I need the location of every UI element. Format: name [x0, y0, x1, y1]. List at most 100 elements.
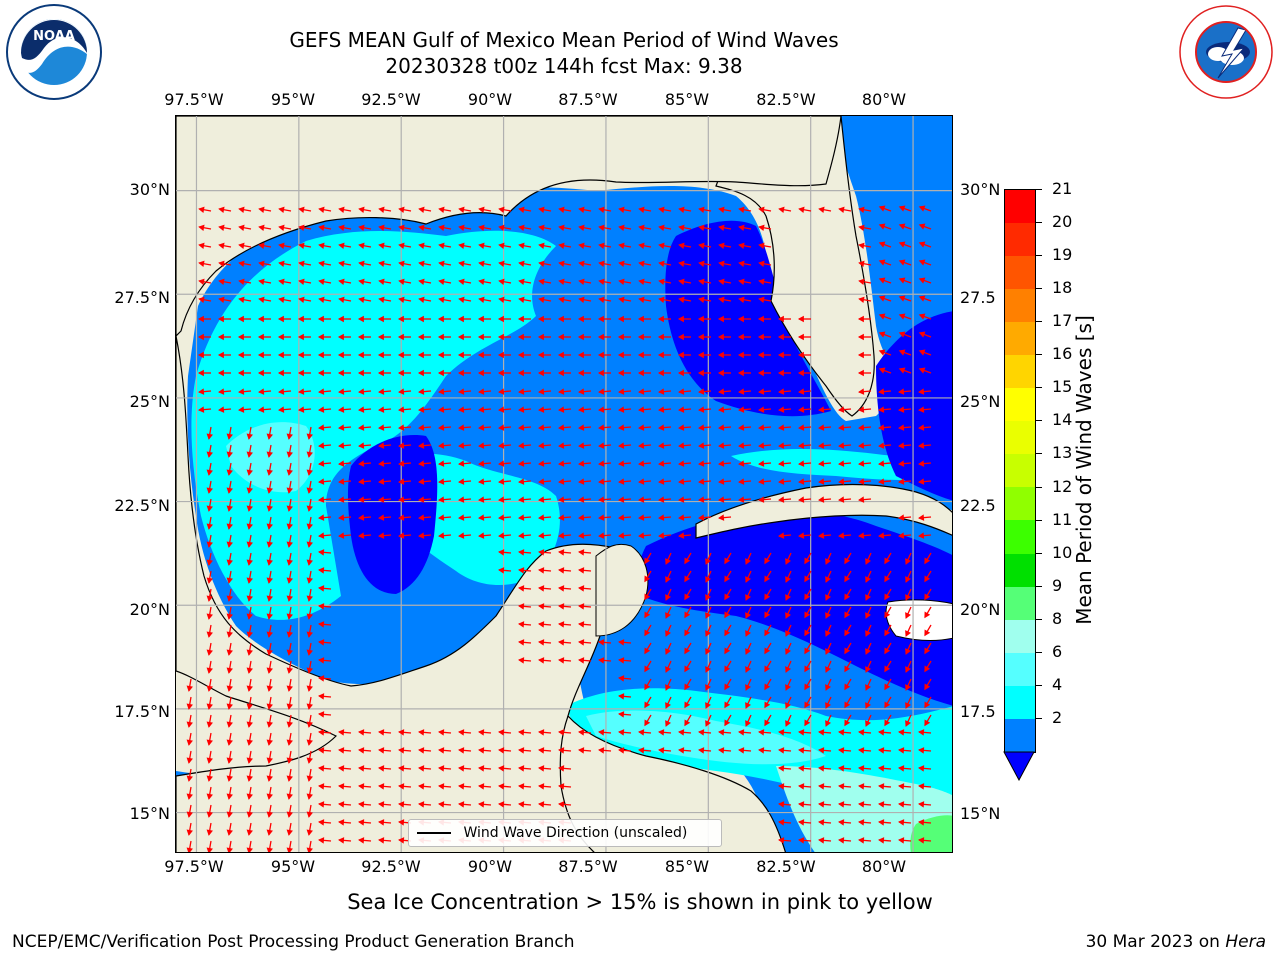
wind-arrow-head [838, 729, 845, 736]
wind-arrow-head [226, 577, 233, 584]
wind-arrow-head [358, 532, 365, 539]
wind-arrow-head [306, 847, 313, 852]
wind-arrow-head [238, 406, 245, 413]
wind-arrow-head [186, 847, 193, 852]
wind-arrow-head [378, 747, 385, 754]
wind-arrow-head [306, 595, 313, 602]
wind-arrow-head [718, 747, 725, 754]
wind-arrow-head [658, 424, 665, 431]
wind-arrow-head [678, 260, 685, 267]
light-cyan-zone [226, 422, 315, 493]
noaa-logo: NOAA [6, 4, 102, 100]
wind-arrow-head [458, 478, 465, 485]
wind-arrow-head [637, 351, 644, 359]
wind-arrow-head [538, 496, 545, 503]
wind-arrow-head [665, 612, 671, 619]
wind-arrow-head [498, 514, 505, 521]
wind-arrow-head [785, 576, 791, 583]
wind-arrow-head [858, 783, 865, 790]
wind-arrow-head [618, 278, 625, 285]
wind-arrow-head [398, 296, 405, 303]
wind-arrow-head [317, 351, 324, 359]
wind-arrow-head [286, 649, 293, 656]
wind-arrow-head [318, 711, 325, 718]
wind-arrow-head [318, 406, 325, 413]
wind-arrow-head [598, 478, 605, 485]
wind-arrow-head [785, 594, 791, 601]
wind-arrow-head [665, 630, 671, 637]
wind-arrow-head [738, 496, 745, 503]
wind-arrow-head [458, 278, 465, 285]
wind-arrow-head [857, 369, 864, 377]
wind-arrow-head [357, 351, 364, 359]
wind-arrow-head [705, 720, 711, 727]
wind-arrow-head [878, 424, 885, 431]
x-tick-label: 90°W [467, 857, 513, 876]
wind-arrow-head [418, 206, 425, 213]
wind-arrow-head [698, 496, 705, 503]
wind-arrow-head [618, 260, 625, 267]
wind-arrow-head [798, 765, 805, 772]
wind-arrow-head [777, 333, 784, 341]
wind-arrow-head [924, 557, 931, 565]
wind-arrow-head [266, 847, 273, 852]
green-zone [910, 815, 952, 852]
wind-arrow-head [658, 206, 665, 213]
y-tick-label: 15°N [129, 804, 170, 823]
wind-arrow-head [738, 747, 745, 754]
wind-arrow-head [438, 406, 445, 413]
wind-arrow-head [246, 595, 253, 602]
wind-arrow-head [718, 260, 725, 267]
wind-arrow-head [357, 369, 364, 377]
wind-arrow-head [865, 648, 871, 655]
wind-arrow-head [658, 747, 665, 754]
wind-arrow-head [266, 505, 273, 512]
wind-arrow-head [558, 783, 565, 790]
wind-arrow-head [278, 296, 285, 303]
wind-arrow-head [597, 315, 604, 323]
wind-arrow-head [418, 442, 425, 449]
wind-arrow-head [338, 478, 345, 485]
wind-arrow-head [417, 315, 424, 323]
wind-arrow-head [758, 460, 765, 467]
wind-arrow-head [898, 259, 906, 266]
wind-arrow-head [498, 242, 505, 249]
wind-arrow-head [226, 775, 233, 782]
wind-arrow-head [418, 278, 425, 285]
wind-arrow-head [518, 567, 525, 574]
wind-arrow-head [238, 206, 245, 213]
wind-arrow-head [798, 819, 805, 826]
wind-arrow-head [266, 559, 273, 566]
y-tick-label: 25°N [960, 392, 1001, 411]
wind-arrow-head [637, 315, 644, 323]
footer-machine: Hera [1225, 932, 1266, 952]
wind-arrow-head [878, 837, 885, 844]
wind-arrow-head [246, 739, 253, 746]
wind-arrow-head [684, 647, 691, 655]
wind-arrow-head [398, 460, 405, 467]
wind-arrow-head [306, 721, 313, 728]
wind-arrow-head [618, 639, 625, 646]
wind-arrow-head [197, 333, 204, 341]
wind-arrow-head [825, 684, 831, 691]
wind-arrow-head [818, 783, 825, 790]
wind-arrow-head [358, 514, 365, 521]
wind-arrow-head [246, 469, 253, 476]
colorbar-tick-mark [1036, 255, 1042, 257]
wind-arrow-head [518, 424, 525, 431]
wind-arrow-head [838, 783, 845, 790]
wind-arrow-head [758, 424, 765, 431]
wind-arrow-head [804, 575, 811, 583]
wind-arrow-head [306, 703, 313, 710]
wind-arrow-head [306, 469, 313, 476]
wind-arrow-head [358, 224, 365, 231]
wind-arrow-head [418, 260, 425, 267]
wind-arrow-head [884, 557, 891, 565]
wind-arrow-head [266, 613, 273, 620]
wind-arrow-head [378, 406, 385, 413]
wind-arrow-head [838, 478, 845, 485]
wind-arrow-head [764, 629, 771, 637]
wind-arrow-head [878, 747, 885, 754]
wind-arrow-head [898, 313, 906, 320]
wind-arrow-head [498, 729, 505, 736]
